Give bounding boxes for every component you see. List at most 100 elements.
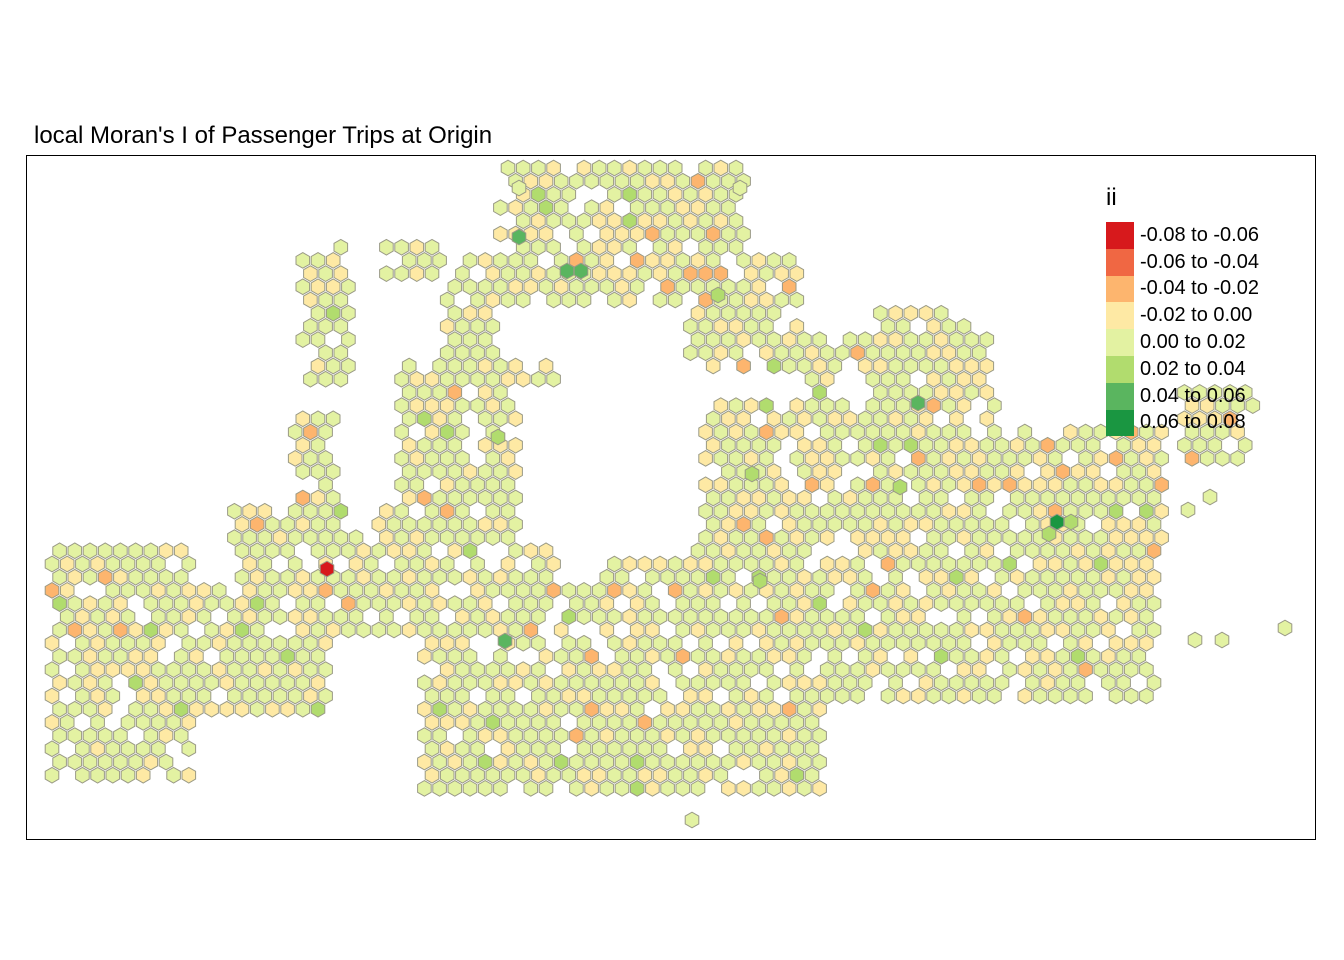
hex-cell bbox=[432, 384, 447, 401]
hex-cell bbox=[743, 714, 759, 731]
hex-cell bbox=[424, 397, 440, 414]
hex-cell bbox=[599, 252, 615, 269]
hex-cell bbox=[781, 621, 797, 639]
hex-cell bbox=[637, 634, 653, 652]
hex-cell bbox=[295, 489, 311, 507]
hex-cell bbox=[401, 568, 417, 586]
hex-cell bbox=[759, 714, 774, 731]
hex-cell bbox=[1070, 463, 1086, 480]
hex-cell bbox=[569, 727, 584, 744]
hex-cell bbox=[736, 542, 751, 560]
hex-cell bbox=[75, 766, 90, 784]
hex-cell bbox=[827, 357, 843, 375]
hex-cell bbox=[113, 542, 128, 560]
hex-cell bbox=[797, 700, 812, 718]
hex-cell bbox=[52, 595, 67, 612]
hex-cell bbox=[569, 780, 584, 797]
hex-cell bbox=[857, 542, 873, 560]
hex-cell bbox=[690, 278, 706, 296]
hex-cell bbox=[781, 648, 797, 665]
hex-cell bbox=[52, 700, 67, 718]
hex-cell bbox=[1222, 384, 1238, 401]
hex-cell bbox=[333, 502, 349, 520]
hex-cell bbox=[485, 265, 501, 282]
hex-cell bbox=[462, 780, 478, 797]
hex-cell bbox=[1123, 608, 1139, 626]
hex-cell bbox=[470, 608, 485, 626]
hex-cell bbox=[493, 780, 508, 797]
hex-cell bbox=[812, 516, 827, 533]
hex-cell bbox=[705, 516, 721, 533]
hex-cell bbox=[1070, 621, 1086, 639]
hex-cell bbox=[493, 225, 508, 243]
hex-cell bbox=[979, 436, 995, 454]
hex-cell bbox=[531, 159, 546, 177]
hex-cell bbox=[341, 542, 356, 560]
hex-cell bbox=[325, 542, 341, 560]
hex-cell bbox=[265, 516, 280, 533]
hex-cell bbox=[1047, 608, 1063, 626]
hex-cell bbox=[303, 291, 318, 309]
hex-cell bbox=[356, 568, 371, 586]
hex-cell bbox=[515, 212, 531, 230]
hex-cell bbox=[1180, 501, 1196, 519]
hex-cell bbox=[538, 225, 554, 243]
hex-cell bbox=[181, 661, 197, 678]
hex-cell bbox=[713, 238, 729, 256]
hex-cell bbox=[166, 608, 181, 626]
hex-cell bbox=[1139, 423, 1154, 441]
hex-cell bbox=[143, 542, 159, 560]
hex-cell bbox=[417, 384, 432, 401]
hex-cell bbox=[1063, 608, 1078, 626]
hex-cell bbox=[1116, 463, 1131, 480]
hex-cell bbox=[584, 595, 599, 612]
hex-cell bbox=[842, 489, 858, 507]
hex-cell bbox=[333, 529, 349, 546]
hex-cell bbox=[1009, 542, 1025, 560]
hex-cell bbox=[994, 674, 1010, 692]
hex-cell bbox=[675, 199, 691, 216]
hex-cell bbox=[1032, 476, 1048, 494]
hex-cell bbox=[842, 568, 858, 586]
hex-cell bbox=[280, 674, 295, 692]
hex-cell bbox=[143, 568, 159, 586]
hex-cell bbox=[234, 516, 250, 533]
hex-cell bbox=[439, 502, 455, 520]
hex-cell bbox=[736, 648, 751, 665]
hex-cell bbox=[721, 542, 736, 560]
hex-cell bbox=[325, 278, 341, 296]
hex-cell bbox=[819, 661, 835, 678]
hex-cell bbox=[325, 252, 341, 269]
hex-cell bbox=[987, 582, 1002, 599]
hex-cell bbox=[683, 265, 698, 282]
hex-cell bbox=[1093, 661, 1109, 678]
hex-cell bbox=[880, 555, 896, 573]
hex-cell bbox=[135, 766, 151, 784]
hex-cell bbox=[204, 595, 219, 612]
hex-cell bbox=[417, 700, 432, 718]
hex-cell bbox=[1146, 542, 1162, 560]
hex-cell bbox=[759, 318, 774, 335]
hex-cell bbox=[835, 502, 850, 520]
hex-cell bbox=[690, 780, 706, 797]
hex-cell bbox=[865, 634, 881, 652]
hex-cell bbox=[447, 436, 463, 454]
hex-cell bbox=[158, 727, 174, 744]
hex-cell bbox=[561, 212, 577, 230]
hex-cell bbox=[629, 252, 645, 269]
hex-cell bbox=[599, 753, 615, 771]
hex-cell bbox=[918, 357, 934, 375]
hex-cell bbox=[895, 423, 911, 441]
hex-cell bbox=[1131, 621, 1147, 639]
hex-cell bbox=[538, 278, 554, 296]
hex-cell bbox=[880, 582, 896, 599]
hex-cell bbox=[827, 621, 843, 639]
hex-cell bbox=[515, 766, 531, 784]
hex-cell bbox=[287, 529, 303, 546]
hex-cell bbox=[645, 621, 660, 639]
hex-cell bbox=[797, 542, 812, 560]
hex-cell bbox=[227, 502, 242, 520]
hex-cell bbox=[67, 727, 83, 744]
hex-cell bbox=[500, 476, 516, 494]
hex-cell bbox=[1085, 489, 1101, 507]
